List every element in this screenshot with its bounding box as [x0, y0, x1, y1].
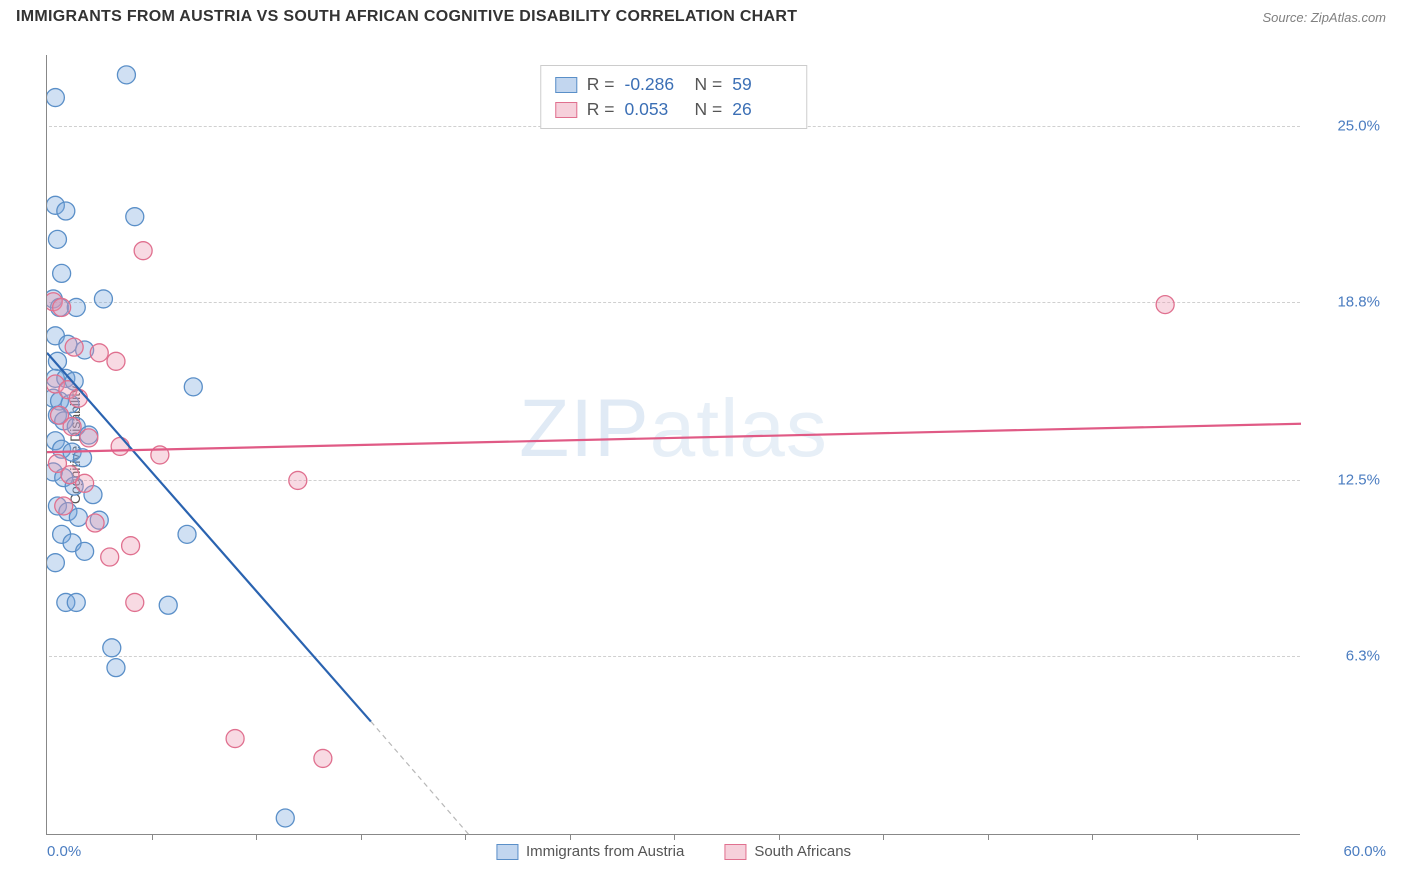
scatter-point	[55, 497, 73, 515]
x-min-label: 0.0%	[47, 843, 81, 860]
scatter-point	[80, 429, 98, 447]
r-label-0: R =	[587, 74, 615, 95]
legend-swatch-0	[496, 844, 518, 860]
y-tick-label: 6.3%	[1310, 648, 1380, 665]
scatter-svg	[47, 55, 1301, 835]
y-tick-label: 12.5%	[1310, 472, 1380, 489]
swatch-series-0	[555, 77, 577, 93]
scatter-point	[76, 542, 94, 560]
swatch-series-1	[555, 102, 577, 118]
scatter-point	[134, 242, 152, 260]
scatter-point	[63, 418, 81, 436]
chart-title: IMMIGRANTS FROM AUSTRIA VS SOUTH AFRICAN…	[16, 8, 797, 26]
trend-line	[47, 353, 371, 722]
scatter-point	[117, 66, 135, 84]
scatter-point	[126, 208, 144, 226]
n-label-0: N =	[695, 74, 723, 95]
scatter-point	[53, 264, 71, 282]
y-tick-label: 18.8%	[1310, 293, 1380, 310]
scatter-point	[57, 202, 75, 220]
scatter-point	[184, 378, 202, 396]
scatter-point	[69, 389, 87, 407]
r-label-1: R =	[587, 99, 615, 120]
scatter-point	[111, 437, 129, 455]
scatter-point	[101, 548, 119, 566]
chart-header: IMMIGRANTS FROM AUSTRIA VS SOUTH AFRICAN…	[0, 0, 1406, 30]
trend-line	[47, 424, 1301, 452]
r-value-0: -0.286	[625, 74, 685, 95]
scatter-point	[76, 474, 94, 492]
stats-row-1: R = 0.053 N = 26	[555, 97, 792, 122]
scatter-point	[47, 89, 64, 107]
scatter-point	[90, 344, 108, 362]
scatter-point	[67, 593, 85, 611]
scatter-point	[107, 659, 125, 677]
x-max-label: 60.0%	[1343, 843, 1386, 860]
scatter-point	[86, 514, 104, 532]
scatter-point	[289, 471, 307, 489]
scatter-point	[126, 593, 144, 611]
legend-item-0: Immigrants from Austria	[496, 843, 684, 860]
scatter-point	[314, 749, 332, 767]
scatter-point	[1156, 296, 1174, 314]
scatter-point	[94, 290, 112, 308]
stats-legend: R = -0.286 N = 59 R = 0.053 N = 26	[540, 65, 807, 129]
legend-label-0: Immigrants from Austria	[526, 843, 684, 860]
stats-row-0: R = -0.286 N = 59	[555, 72, 792, 97]
n-value-0: 59	[732, 74, 792, 95]
chart-container: Cognitive Disability ZIPatlas R = -0.286…	[46, 55, 1386, 835]
trend-line-ext	[371, 722, 469, 835]
y-tick-label: 25.0%	[1310, 117, 1380, 134]
scatter-point	[178, 525, 196, 543]
scatter-point	[276, 809, 294, 827]
plot-area: ZIPatlas R = -0.286 N = 59 R = 0.053 N =…	[46, 55, 1300, 835]
legend-label-1: South Africans	[754, 843, 851, 860]
scatter-point	[47, 554, 64, 572]
scatter-point	[48, 230, 66, 248]
scatter-point	[226, 730, 244, 748]
scatter-point	[48, 352, 66, 370]
legend-item-1: South Africans	[724, 843, 851, 860]
scatter-point	[107, 352, 125, 370]
scatter-point	[69, 508, 87, 526]
legend-swatch-1	[724, 844, 746, 860]
scatter-point	[65, 338, 83, 356]
n-label-1: N =	[695, 99, 723, 120]
scatter-point	[122, 537, 140, 555]
n-value-1: 26	[732, 99, 792, 120]
scatter-point	[103, 639, 121, 657]
r-value-1: 0.053	[625, 99, 685, 120]
scatter-point	[159, 596, 177, 614]
scatter-point	[53, 298, 71, 316]
chart-source: Source: ZipAtlas.com	[1262, 10, 1386, 25]
bottom-legend: Immigrants from Austria South Africans	[496, 843, 851, 860]
